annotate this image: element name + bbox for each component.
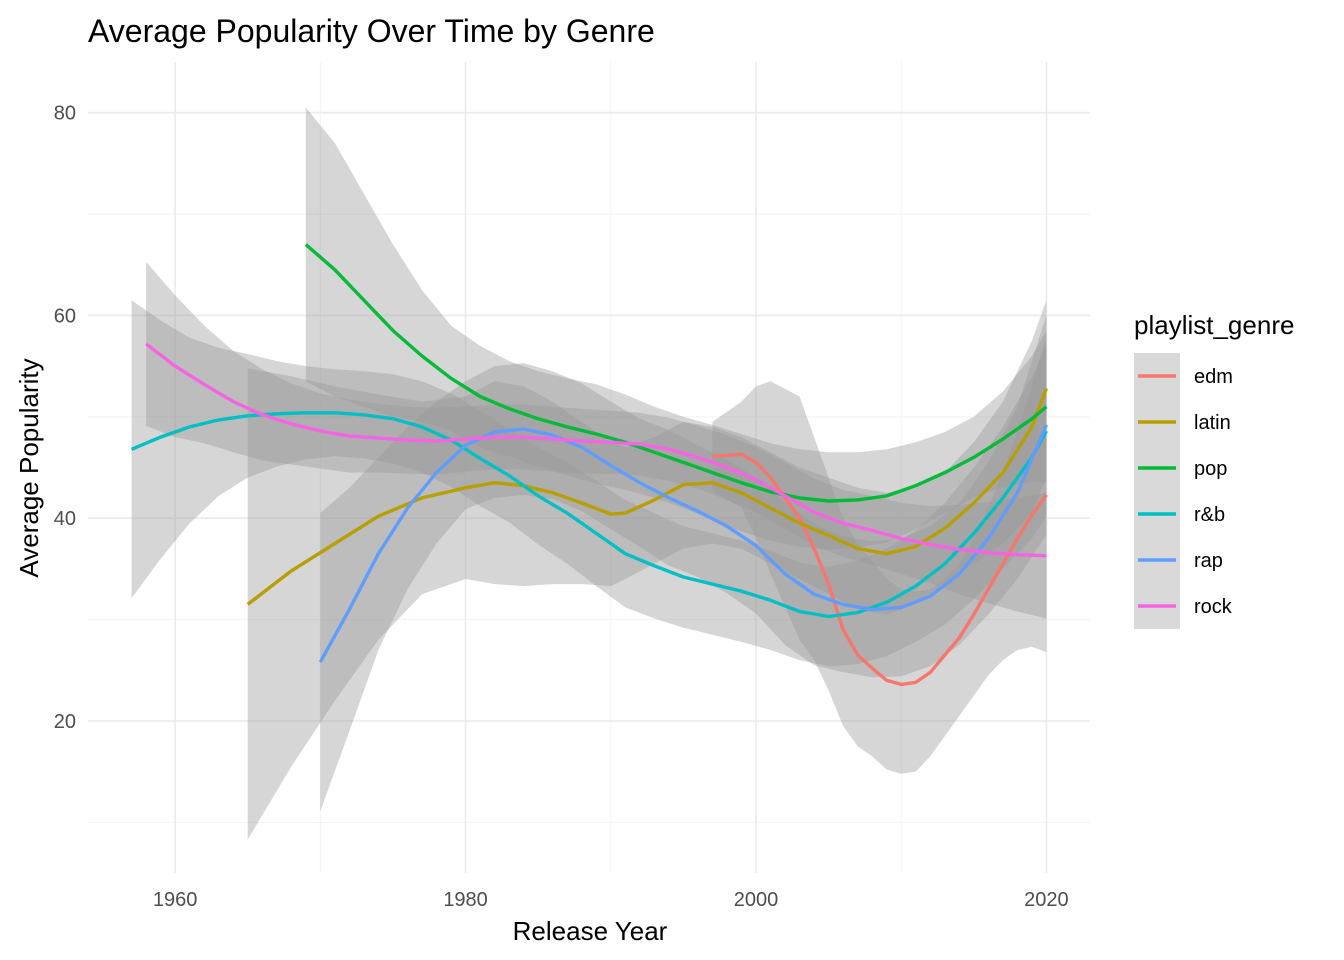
series-line-rock <box>145 342 1047 558</box>
legend-label-rap: rap <box>1194 550 1223 572</box>
y-tick-label: 80 <box>54 103 76 125</box>
series-line-pop <box>304 243 1048 503</box>
legend-label-edm: edm <box>1194 366 1233 388</box>
x-tick-label: 2020 <box>1024 889 1069 911</box>
confidence-band-latin <box>247 300 1047 840</box>
confidence-band-edm <box>712 335 1047 774</box>
chart-title: Average Popularity Over Time by Genre <box>88 13 655 49</box>
confidence-band-rap <box>320 315 1047 812</box>
x-tick-label: 1980 <box>443 889 488 911</box>
series-line-edm <box>712 452 1048 687</box>
legend-label-randb: r&b <box>1194 504 1225 526</box>
legend-label-rock: rock <box>1194 596 1233 618</box>
y-axis-tick-labels: 20 40 60 80 <box>54 103 76 733</box>
major-gridlines <box>88 62 1090 873</box>
legend-label-pop: pop <box>1194 458 1227 480</box>
x-axis-title: Release Year <box>513 916 668 946</box>
confidence-band-randb <box>131 300 1047 667</box>
series-line-latin <box>246 387 1048 606</box>
y-tick-label: 40 <box>54 508 76 530</box>
series-line-randb <box>130 411 1048 619</box>
legend-label-latin: latin <box>1194 412 1231 434</box>
x-tick-label: 2000 <box>734 889 779 911</box>
x-tick-label: 1960 <box>153 889 198 911</box>
y-tick-label: 20 <box>54 711 76 733</box>
legend: playlist_genre edm latin pop r&b rap rock <box>1134 310 1294 629</box>
confidence-bands <box>131 107 1047 840</box>
x-axis-tick-labels: 1960 1980 2000 2020 <box>153 889 1069 911</box>
series-line-rap <box>318 424 1048 663</box>
y-tick-label: 60 <box>54 305 76 327</box>
series-lines <box>130 243 1048 687</box>
y-axis-title: Average Popularity <box>14 358 44 577</box>
confidence-band-pop <box>305 107 1047 550</box>
legend-title: playlist_genre <box>1134 310 1294 340</box>
